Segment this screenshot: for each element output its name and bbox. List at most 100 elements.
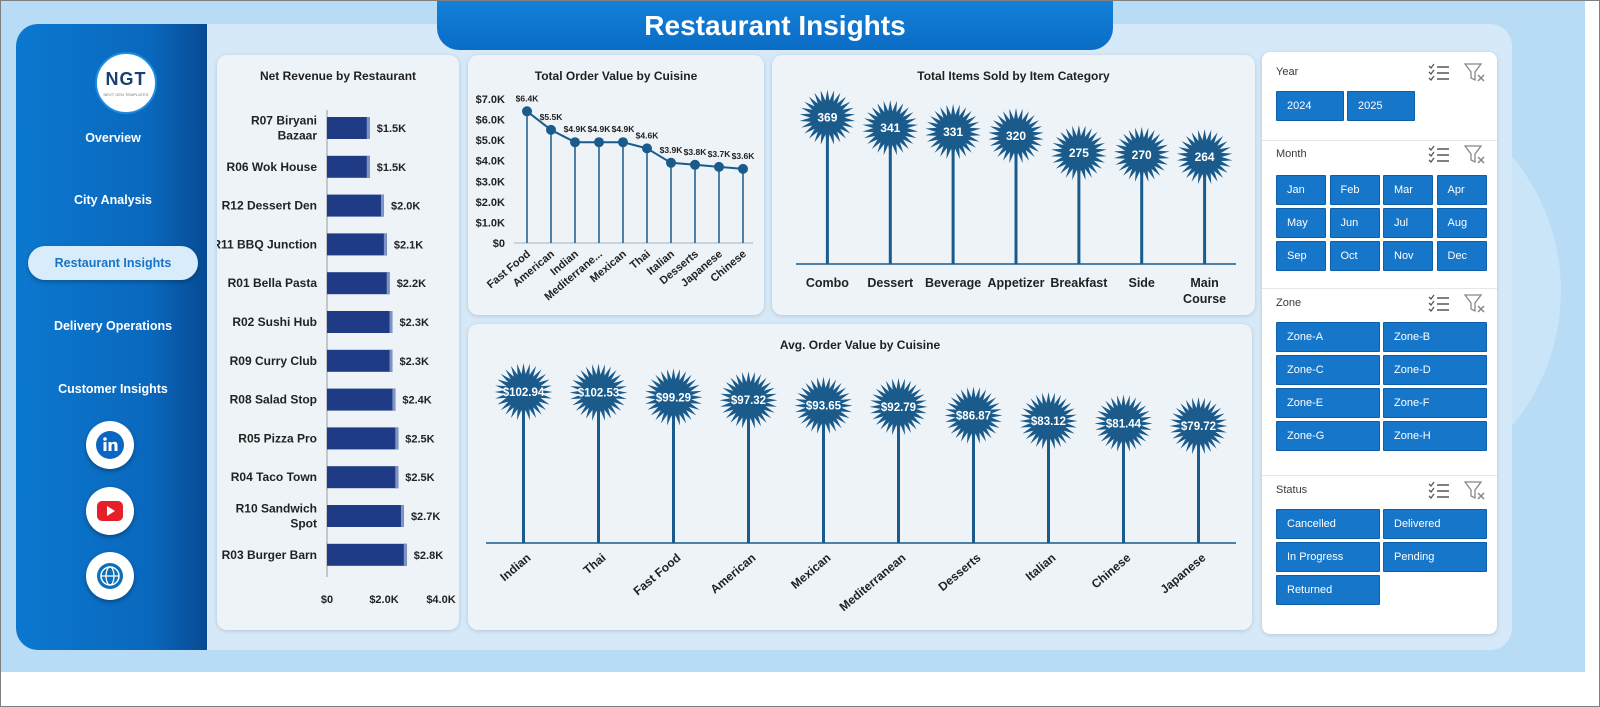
month-option-may[interactable]: May <box>1276 208 1326 238</box>
data-label: 320 <box>1006 129 1026 143</box>
category-label: Chinese <box>1089 550 1134 591</box>
items-sold-title: Total Items Sold by Item Category <box>917 69 1110 83</box>
category-label: Combo <box>806 276 849 290</box>
nav-customer-insights[interactable]: Customer Insights <box>28 372 198 406</box>
bar <box>327 194 384 217</box>
nav-city-analysis[interactable]: City Analysis <box>28 183 198 217</box>
sidebar: NGT NEXT GEN TEMPLATES <box>16 24 207 650</box>
y-tick-label: $4.0K <box>476 156 505 168</box>
slicer-option-label: Zone-C <box>1287 364 1324 376</box>
data-point <box>690 159 700 170</box>
month-option-nov[interactable]: Nov <box>1383 241 1433 271</box>
month-option-oct[interactable]: Oct <box>1329 241 1380 271</box>
month-option-jun[interactable]: Jun <box>1329 208 1380 238</box>
bar <box>327 505 404 527</box>
nav-overview[interactable]: Overview <box>28 121 198 155</box>
multi-select-icon[interactable] <box>1428 145 1450 163</box>
logo-subtext: NEXT GEN TEMPLATES <box>103 92 149 97</box>
bar <box>327 388 396 411</box>
category-label: Dessert <box>867 276 914 290</box>
bar <box>327 466 399 489</box>
data-label: $102.53 <box>578 388 620 400</box>
bar-highlight <box>386 272 390 295</box>
y-tick-label: $3.0K <box>476 176 505 188</box>
slicer-option-label: 2025 <box>1358 100 1383 112</box>
total-order-value-title: Total Order Value by Cuisine <box>534 69 698 83</box>
slicer-option-label: Jul <box>1394 217 1409 229</box>
status-slicer-label: Status <box>1276 484 1308 496</box>
category-label: Side <box>1128 276 1154 290</box>
category-label: Mediterranean <box>837 551 909 614</box>
lollipop-burst <box>1051 124 1107 181</box>
slicer-option-label: Zone-D <box>1394 364 1431 376</box>
website-button[interactable] <box>86 552 134 600</box>
zone-option-zone-f[interactable]: Zone-F <box>1383 388 1487 418</box>
data-point <box>666 157 676 168</box>
net-revenue-card: Net Revenue by Restaurant $1.5K R07 Birya… <box>217 55 459 630</box>
data-point <box>546 124 556 135</box>
bar-highlight <box>395 466 399 489</box>
category-label: R06 Wok House <box>227 160 318 174</box>
slicer-option-label: Delivered <box>1394 518 1441 530</box>
data-label: $102.94 <box>503 387 545 399</box>
bar-highlight <box>400 505 404 527</box>
status-option-in-progress[interactable]: In Progress <box>1276 542 1380 572</box>
x-tick-label: $4.0K <box>426 594 455 606</box>
lollipop-burst <box>569 363 628 422</box>
data-label: 264 <box>1195 150 1215 164</box>
status-option-pending[interactable]: Pending <box>1383 542 1487 572</box>
month-option-sep[interactable]: Sep <box>1276 241 1326 271</box>
zone-option-zone-h[interactable]: Zone-H <box>1383 421 1487 451</box>
slicer-option-label: Jan <box>1287 184 1305 196</box>
nav-restaurant-insights[interactable]: Restaurant Insights <box>28 246 198 280</box>
lollipop-burst <box>1113 126 1170 183</box>
clear-filter-icon[interactable] <box>1464 63 1486 83</box>
bar <box>327 349 393 372</box>
month-option-jul[interactable]: Jul <box>1383 208 1433 238</box>
slicer-option-label: Jun <box>1340 217 1359 229</box>
youtube-button[interactable] <box>86 487 134 535</box>
slicer-option-label: 2024 <box>1287 100 1312 112</box>
slicer-option-label: In Progress <box>1287 551 1344 563</box>
zone-option-zone-c[interactable]: Zone-C <box>1276 355 1380 385</box>
zone-option-zone-e[interactable]: Zone-E <box>1276 388 1380 418</box>
category-label: Breakfast <box>1050 276 1108 290</box>
youtube-icon <box>97 501 123 521</box>
status-option-delivered[interactable]: Delivered <box>1383 509 1487 539</box>
y-tick-label: $6.0K <box>476 115 505 127</box>
total-order-value-chart: $0 $1.0K $2.0K $3.0K $4.0K $5.0K $6.0K $7.0K $6.… <box>476 93 756 303</box>
avg-order-value-chart: $102.94 Indian $102.53 Thai $99.29 Fast Food $… <box>486 363 1236 614</box>
clear-filter-icon[interactable] <box>1464 294 1486 314</box>
clear-filter-icon[interactable] <box>1464 145 1486 165</box>
data-label: $2.4K <box>402 395 431 407</box>
zone-option-zone-d[interactable]: Zone-D <box>1383 355 1487 385</box>
data-label: $3.6K <box>732 151 756 161</box>
linkedin-button[interactable] <box>86 421 134 469</box>
multi-select-icon[interactable] <box>1428 63 1450 81</box>
year-option-2024[interactable]: 2024 <box>1276 91 1344 121</box>
data-label: $99.29 <box>656 392 691 404</box>
clear-filter-icon[interactable] <box>1464 481 1486 501</box>
month-option-feb[interactable]: Feb <box>1329 175 1380 205</box>
bar-highlight <box>381 194 384 217</box>
month-option-dec[interactable]: Dec <box>1436 241 1487 271</box>
year-option-2025[interactable]: 2025 <box>1347 91 1415 121</box>
multi-select-icon[interactable] <box>1428 294 1450 312</box>
month-option-jan[interactable]: Jan <box>1276 175 1326 205</box>
lollipop-burst <box>494 363 553 421</box>
slicer-option-label: Apr <box>1447 184 1465 196</box>
category-label: R05 Pizza Pro <box>238 431 317 445</box>
status-option-returned[interactable]: Returned <box>1276 575 1380 605</box>
multi-select-icon[interactable] <box>1428 481 1450 499</box>
zone-option-zone-a[interactable]: Zone-A <box>1276 322 1380 352</box>
slicer-option-label: Zone-E <box>1287 397 1324 409</box>
lollipop-burst <box>644 368 703 427</box>
zone-option-zone-b[interactable]: Zone-B <box>1383 322 1487 352</box>
page-title: Restaurant Insights <box>644 9 906 41</box>
zone-option-zone-g[interactable]: Zone-G <box>1276 421 1380 451</box>
month-option-aug[interactable]: Aug <box>1436 208 1487 238</box>
status-option-cancelled[interactable]: Cancelled <box>1276 509 1380 539</box>
nav-delivery-operations[interactable]: Delivery Operations <box>28 309 198 343</box>
month-option-apr[interactable]: Apr <box>1436 175 1487 205</box>
month-option-mar[interactable]: Mar <box>1383 175 1433 205</box>
